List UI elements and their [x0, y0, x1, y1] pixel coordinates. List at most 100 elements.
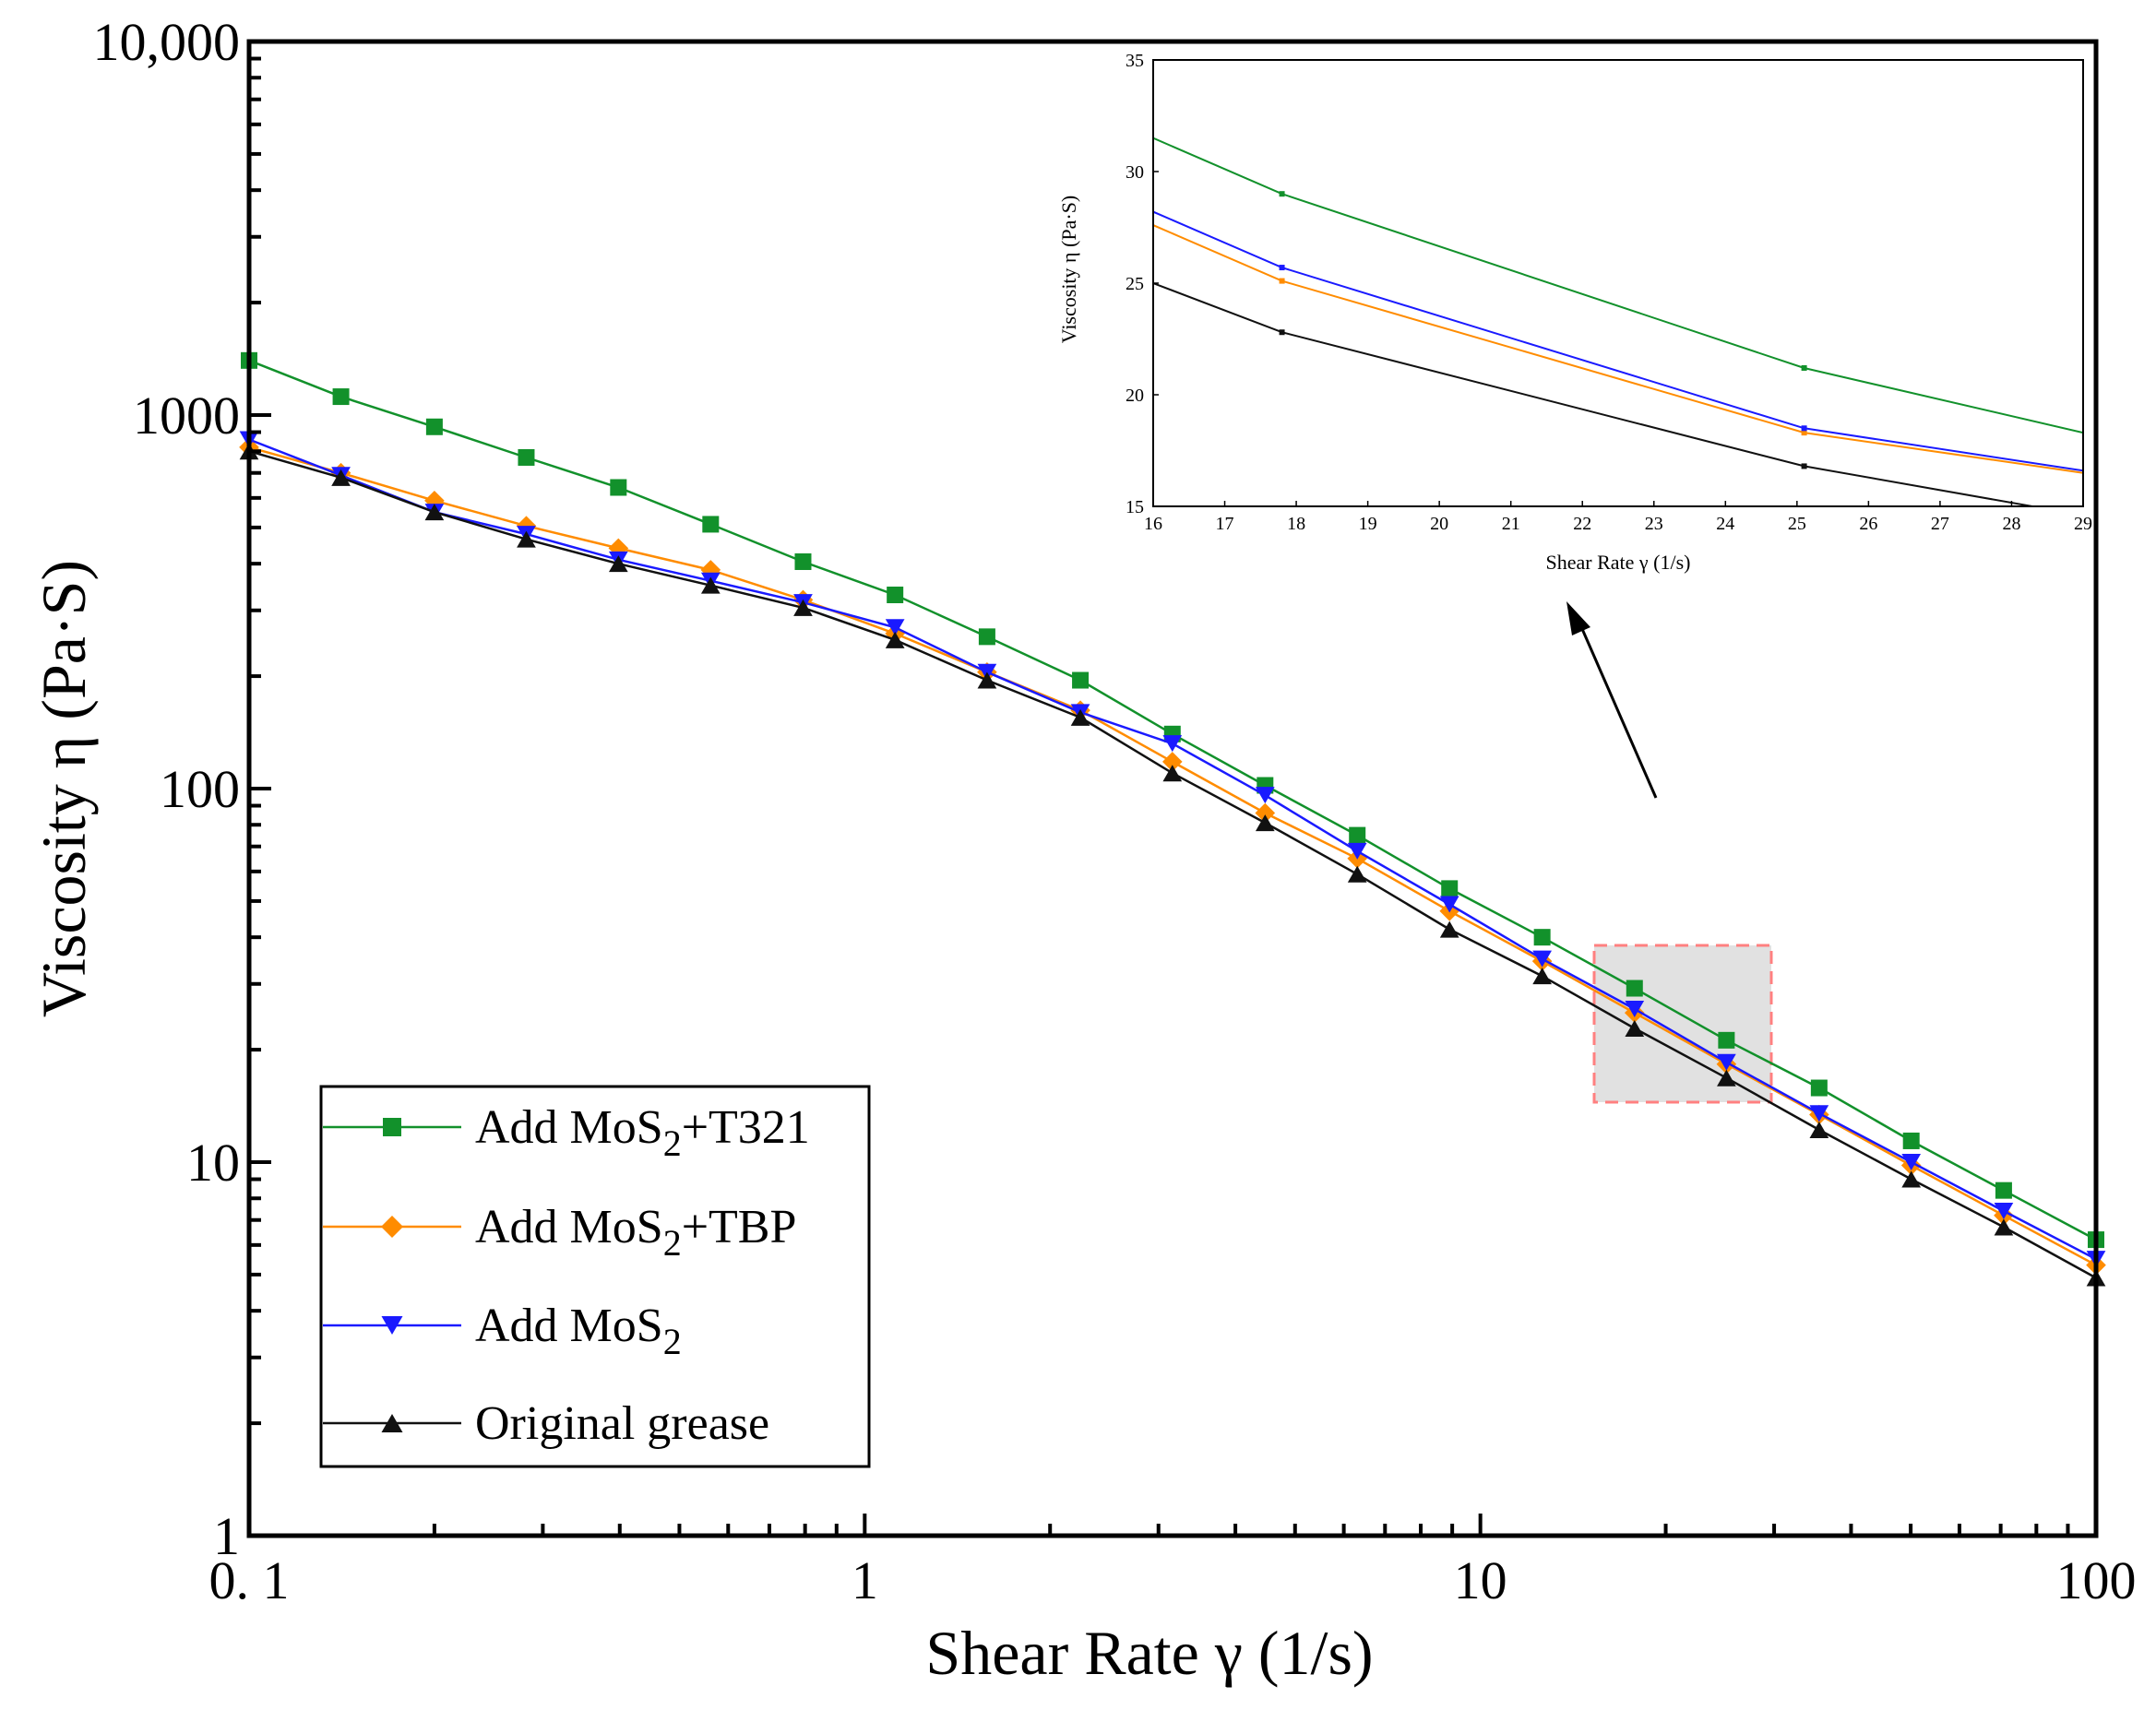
data-point: [1347, 865, 1367, 883]
data-point: [1625, 1020, 1645, 1038]
data-point: [331, 469, 351, 486]
legend-label: Add MoS2: [475, 1300, 682, 1362]
data-point: [1255, 787, 1275, 804]
data-point: [793, 599, 813, 616]
data-point: [1902, 1132, 1920, 1149]
x-axis-title: Shear Rate γ (1/s): [925, 1618, 1373, 1688]
inset-data-point: [1279, 278, 1285, 284]
series-add-mos2-t321: [241, 351, 2104, 1249]
inset-x-tick-label: 29: [2074, 514, 2092, 534]
inset-x-tick-label: 16: [1144, 514, 1162, 534]
data-point: [1532, 968, 1552, 985]
inset-x-tick-label: 25: [1788, 514, 1806, 534]
data-point: [610, 479, 627, 496]
data-point: [1810, 1079, 1828, 1097]
inset-series-original-grease: [1153, 282, 2038, 506]
inset-x-tick-label: 19: [1359, 514, 1377, 534]
inset-data-point: [1801, 425, 1807, 432]
inset-y-tick-label: 35: [1126, 51, 1144, 71]
data-point: [1255, 802, 1276, 824]
data-point: [1626, 980, 1643, 997]
data-point: [1717, 1053, 1736, 1071]
data-point: [1439, 896, 1459, 913]
y-tick-label: 1000: [133, 386, 240, 445]
data-point: [1162, 765, 1183, 782]
inset-series-line: [1153, 282, 2038, 506]
inset-y-tick-label: 20: [1126, 386, 1144, 406]
legend-item-original-grease: Original grease: [323, 1397, 769, 1450]
data-point: [425, 418, 443, 435]
data-point: [1625, 1000, 1645, 1017]
inset-x-tick-label: 28: [2002, 514, 2020, 534]
inset-x-tick-label: 18: [1287, 514, 1305, 534]
data-point: [608, 555, 628, 573]
data-point: [702, 516, 720, 533]
data-point: [977, 671, 997, 689]
data-point: [1161, 752, 1183, 772]
data-point: [1441, 880, 1459, 897]
inset-x-tick-label: 22: [1573, 514, 1591, 534]
zoom-region-highlight: [1592, 944, 1773, 1104]
y-tick-label: 1: [213, 1506, 240, 1566]
data-point: [332, 388, 350, 406]
inset-data-point: [1801, 463, 1807, 469]
data-point: [1994, 1218, 2014, 1236]
inset-x-tick-label: 26: [1859, 514, 1877, 534]
inset-x-tick-label: 23: [1645, 514, 1663, 534]
inset-y-tick-label: 15: [1126, 497, 1144, 517]
inset-series-group: [1153, 137, 2083, 506]
y-tick-label: 10,000: [93, 12, 241, 72]
legend-box: [319, 1085, 871, 1468]
inset-x-tick-label: 27: [1931, 514, 1949, 534]
inset-series-add-mos2: [1153, 210, 2083, 472]
legend-label: Original grease: [475, 1397, 769, 1450]
data-point: [1901, 1154, 1922, 1170]
inset-data-point: [1801, 430, 1807, 436]
legend-item-add-mos2: Add MoS2: [323, 1300, 682, 1362]
x-tick-label: 1: [852, 1550, 878, 1610]
inset-series-line: [1153, 224, 2083, 474]
data-point: [1718, 1031, 1735, 1049]
inset-x-axis-title: Shear Rate γ (1/s): [1546, 551, 1691, 574]
data-point: [1072, 671, 1090, 689]
legend-label: Add MoS2+TBP: [475, 1201, 796, 1264]
legend-marker: [381, 1316, 403, 1335]
data-point: [1717, 1069, 1736, 1087]
inset-y-tick-label: 25: [1126, 274, 1144, 294]
x-tick-label: 10: [1454, 1550, 1507, 1610]
inset-background: [1052, 44, 2090, 584]
legend-marker: [381, 1414, 403, 1432]
legend-marker: [383, 1118, 401, 1136]
data-point: [424, 491, 445, 511]
data-point: [1255, 814, 1275, 832]
inset-series-line: [1153, 210, 2083, 472]
inset-series-line: [1153, 137, 2083, 434]
data-point: [887, 587, 904, 604]
legend-label: Add MoS2+T321: [475, 1101, 810, 1164]
inset-y-tick-label: 30: [1126, 162, 1144, 183]
inset-x-tick-label: 21: [1502, 514, 1520, 534]
data-point: [1533, 929, 1551, 946]
inset-data-point: [1279, 265, 1285, 271]
main-series-group: [239, 351, 2106, 1287]
data-point: [1809, 1105, 1829, 1122]
data-point: [1070, 708, 1090, 726]
y-tick-label: 100: [160, 759, 240, 819]
data-point: [1809, 1122, 1829, 1139]
inset-x-tick-label: 17: [1216, 514, 1234, 534]
inset-series-add-mos2-tbp: [1153, 224, 2083, 474]
data-point: [885, 619, 905, 636]
zoom-arrow: [1566, 601, 1658, 799]
data-point: [1349, 826, 1366, 844]
inset-x-tick-label: 24: [1716, 514, 1734, 534]
y-axis-title: Viscosity η (Pa·S): [29, 560, 99, 1017]
inset-series-add-mos2-t321: [1153, 137, 2083, 434]
x-tick-label: 100: [2056, 1550, 2137, 1610]
legend-item-add-mos2-t321: Add MoS2+T321: [323, 1101, 810, 1164]
data-point: [1994, 1202, 2014, 1219]
inset-data-point: [1801, 364, 1807, 371]
data-point: [1532, 950, 1552, 968]
inset-axes-ticks: 16 17 18 19 20 21 22 23 24 25 26 27 28 29 15 20 25 30 35: [1126, 51, 2092, 534]
